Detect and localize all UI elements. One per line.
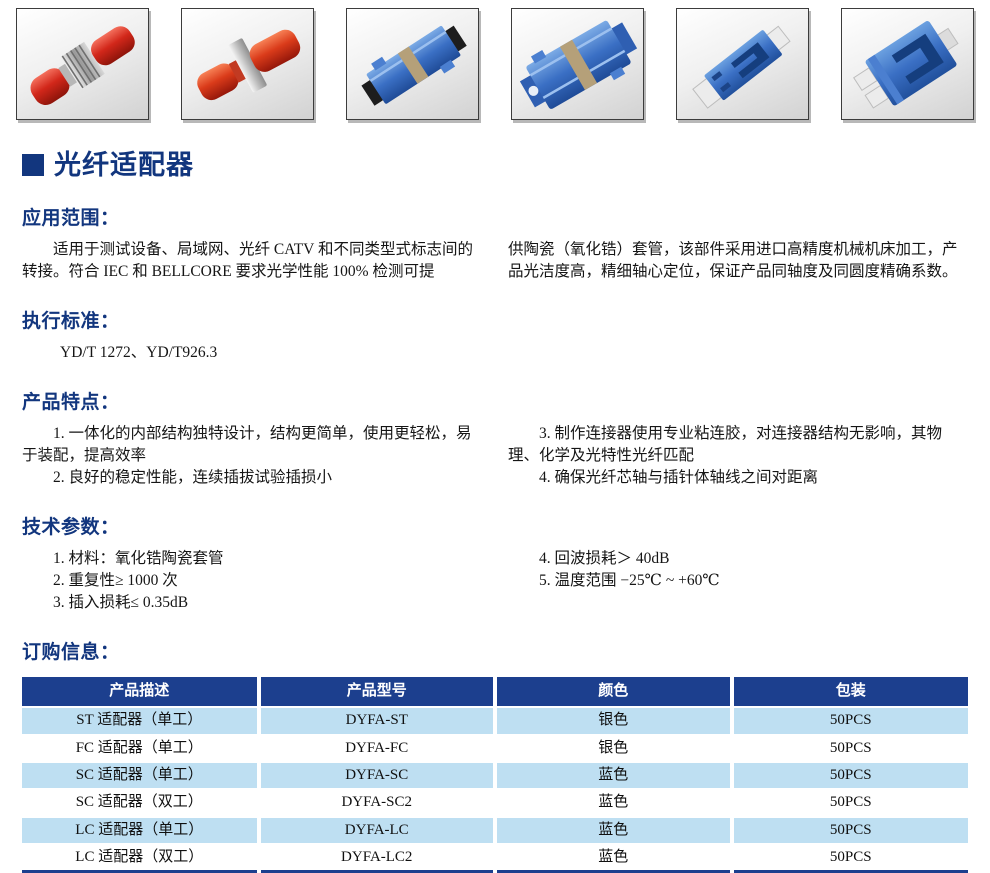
table-cell: FC 适配器（单工） bbox=[75, 739, 203, 756]
table-cell: DYFA-SC bbox=[256, 762, 495, 790]
feature-item: 4. 确保光纤芯轴与插针体轴线之间对距离 bbox=[539, 469, 819, 487]
table-row: ST 适配器（单工） DYFA-ST 银色 50PCS bbox=[22, 707, 968, 735]
sc-duplex-adapter-icon bbox=[519, 20, 637, 109]
parameters-left-list: 1. 材料：氧化锆陶瓷套管 2. 重复性≥ 1000 次 3. 插入损耗≤ 0.35… bbox=[22, 548, 482, 614]
table-cell: 50PCS bbox=[729, 789, 968, 817]
parameters-columns: 1. 材料：氧化锆陶瓷套管 2. 重复性≥ 1000 次 3. 插入损耗≤ 0.35… bbox=[22, 548, 968, 614]
table-cell: 银色 bbox=[493, 707, 732, 735]
application-right-column: 供陶瓷（氧化锆）套管，该部件采用进口高精度机械机床加工，产品光洁度高，精细轴心定… bbox=[508, 239, 968, 283]
section-heading-ordering: 订购信息： bbox=[22, 642, 120, 664]
features-columns: 1. 一体化的内部结构独特设计，结构更简单，使用更轻松，易于装配，提高效率 2. … bbox=[22, 423, 968, 489]
table-cell: DYFA-LC bbox=[256, 816, 495, 844]
page-title: 光纤适配器 bbox=[22, 146, 968, 184]
lc-duplex-adapter-image bbox=[841, 8, 974, 120]
application-columns: 适用于测试设备、局域网、光纤 CATV 和不同类型式标志间的转接。符合 IEC … bbox=[22, 239, 968, 283]
application-right-text: 供陶瓷（氧化锆）套管，该部件采用进口高精度机械机床加工，产品光洁度高，精细轴心定… bbox=[508, 241, 958, 281]
features-right-list: 3. 制作连接器使用专业粘连胶，对连接器结构无影响，其物理、化学及光特性光纤匹配… bbox=[508, 423, 968, 489]
section-heading-features: 产品特点： bbox=[22, 392, 120, 414]
table-header-cell: 产品型号 bbox=[256, 676, 495, 708]
section-heading-application: 应用范围： bbox=[22, 208, 120, 230]
feature-item: 3. 制作连接器使用专业粘连胶，对连接器结构无影响，其物理、化学及光特性光纤匹配 bbox=[508, 425, 943, 465]
table-cell: DYFA-LC2 bbox=[256, 843, 495, 872]
sc-simplex-adapter-image bbox=[346, 8, 479, 120]
table-header-cell: 包装 bbox=[729, 676, 968, 708]
table-cell: 50PCS bbox=[729, 707, 968, 735]
lc-duplex-adapter-icon bbox=[852, 21, 959, 109]
fc-adapter-icon bbox=[196, 29, 300, 101]
features-left-list: 1. 一体化的内部结构独特设计，结构更简单，使用更轻松，易于装配，提高效率 2. … bbox=[22, 423, 482, 489]
ordering-table-head: 产品描述 产品型号 颜色 包装 bbox=[22, 676, 968, 708]
sc-duplex-adapter-image bbox=[511, 8, 644, 120]
parameter-item: 2. 重复性≥ 1000 次 bbox=[53, 572, 178, 590]
table-cell: SC 适配器（单工） bbox=[75, 767, 203, 784]
table-cell: 50PCS bbox=[729, 816, 968, 844]
section-heading-standard: 执行标准： bbox=[22, 311, 120, 333]
table-cell: 银色 bbox=[493, 734, 732, 763]
feature-item: 1. 一体化的内部结构独特设计，结构更简单，使用更轻松，易于装配，提高效率 bbox=[22, 425, 472, 465]
lc-simplex-adapter-image bbox=[676, 8, 809, 120]
standard-content: YD/T 1272、YD/T926.3 bbox=[60, 344, 218, 362]
table-cell: ST 适配器（单工） bbox=[76, 712, 203, 729]
ordering-table: 产品描述 产品型号 颜色 包装 ST 适配器（单工） DYFA-ST 银色 50PCS FC … bbox=[22, 675, 968, 873]
feature-item: 2. 良好的稳定性能，连续插拔试验插损小 bbox=[53, 469, 333, 487]
table-cell: SC 适配器（双工） bbox=[75, 794, 203, 811]
parameter-item: 5. 温度范围 −25℃ ~ +60℃ bbox=[539, 572, 720, 590]
header-row: 产品描述 产品型号 颜色 包装 bbox=[22, 676, 968, 708]
st-adapter-image bbox=[16, 8, 149, 120]
application-left-column: 适用于测试设备、局域网、光纤 CATV 和不同类型式标志间的转接。符合 IEC … bbox=[22, 239, 482, 283]
page-title-text: 光纤适配器 bbox=[54, 150, 194, 180]
parameter-item: 1. 材料：氧化锆陶瓷套管 bbox=[53, 550, 224, 568]
table-cell: 蓝色 bbox=[493, 843, 732, 872]
table-cell: 50PCS bbox=[729, 734, 968, 763]
table-cell: LC 适配器（双工） bbox=[75, 848, 204, 865]
ordering-table-body: ST 适配器（单工） DYFA-ST 银色 50PCS FC 适配器（单工） DYFA-F… bbox=[22, 707, 968, 872]
table-header-cell: 产品描述 bbox=[22, 676, 259, 708]
st-adapter-icon bbox=[29, 26, 135, 105]
parameter-item: 3. 插入损耗≤ 0.35dB bbox=[53, 594, 189, 612]
section-heading-parameters: 技术参数： bbox=[22, 517, 120, 539]
table-cell: DYFA-ST bbox=[256, 707, 495, 735]
table-cell: DYFA-SC2 bbox=[256, 789, 495, 817]
table-cell: 50PCS bbox=[729, 843, 968, 872]
table-cell: 蓝色 bbox=[493, 789, 732, 817]
table-cell: LC 适配器（单工） bbox=[75, 821, 204, 838]
table-row: SC 适配器（双工） DYFA-SC2 蓝色 50PCS bbox=[22, 789, 968, 817]
table-row: LC 适配器（单工） DYFA-LC 蓝色 50PCS bbox=[22, 816, 968, 844]
table-cell: 蓝色 bbox=[493, 762, 732, 790]
table-row: LC 适配器（双工） DYFA-LC2 蓝色 50PCS bbox=[22, 843, 968, 872]
parameters-right-list: 4. 回波损耗＞ 40dB 5. 温度范围 −25℃ ~ +60℃ bbox=[508, 548, 968, 614]
application-left-text: 适用于测试设备、局域网、光纤 CATV 和不同类型式标志间的转接。符合 IEC … bbox=[22, 241, 473, 281]
title-square-bullet bbox=[22, 154, 44, 177]
product-photo-strip bbox=[0, 0, 990, 120]
table-cell: 50PCS bbox=[729, 762, 968, 790]
table-row: FC 适配器（单工） DYFA-FC 银色 50PCS bbox=[22, 734, 968, 763]
table-cell: DYFA-FC bbox=[256, 734, 495, 763]
sc-simplex-adapter-icon bbox=[360, 25, 467, 106]
table-row: SC 适配器（单工） DYFA-SC 蓝色 50PCS bbox=[22, 762, 968, 790]
parameter-item: 4. 回波损耗＞ 40dB bbox=[539, 550, 670, 568]
table-header-cell: 颜色 bbox=[493, 676, 732, 708]
table-cell: 蓝色 bbox=[493, 816, 732, 844]
lc-simplex-adapter-icon bbox=[691, 25, 791, 109]
fc-adapter-image bbox=[181, 8, 314, 120]
